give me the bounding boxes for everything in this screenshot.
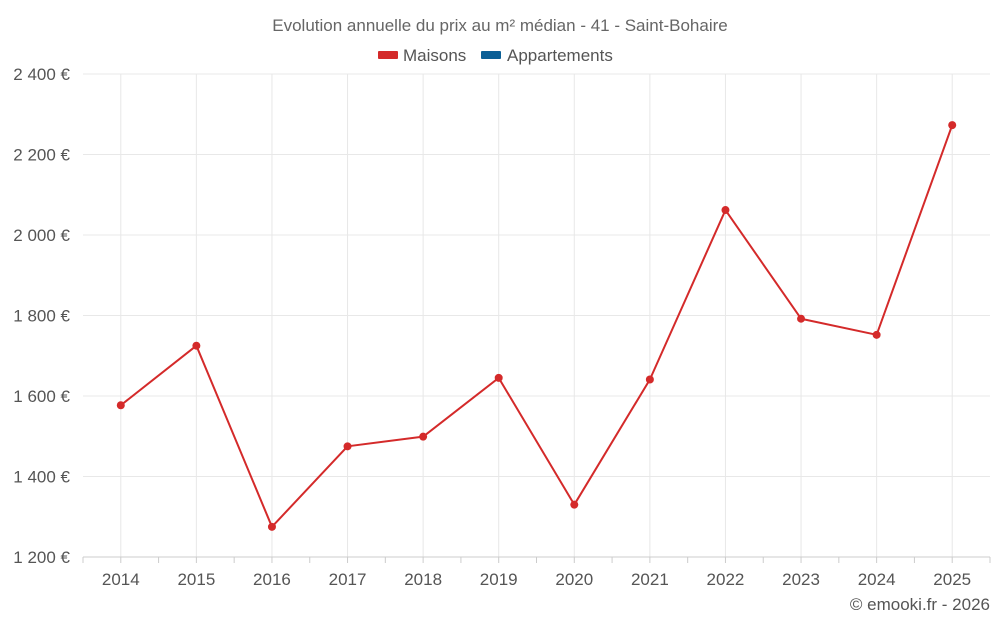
legend-item-appartements[interactable]: Appartements [481,46,613,65]
legend-swatch-maisons [378,51,398,59]
data-point[interactable] [721,206,730,215]
x-tick-label: 2022 [707,570,745,589]
data-point[interactable] [343,442,352,451]
x-tick-label: 2020 [555,570,593,589]
x-tick-label: 2021 [631,570,669,589]
legend-swatch-appartements [481,51,501,59]
y-tick-label: 2 400 € [13,65,70,84]
legend-item-maisons[interactable]: Maisons [378,46,466,65]
x-tick-label: 2025 [933,570,971,589]
data-point[interactable] [797,314,806,323]
y-tick-label: 2 200 € [13,146,70,165]
grid [83,73,990,557]
data-point[interactable] [267,522,276,531]
x-tick-label: 2023 [782,570,820,589]
chart-title: Evolution annuelle du prix au m² médian … [272,16,727,35]
x-tick-label: 2014 [102,570,140,589]
x-tick-label: 2016 [253,570,291,589]
x-tick-label: 2017 [329,570,367,589]
data-point[interactable] [872,330,881,339]
data-point[interactable] [570,500,579,509]
data-point[interactable] [645,375,654,384]
data-point[interactable] [948,121,957,130]
x-tick-label: 2015 [177,570,215,589]
x-tick-label: 2024 [858,570,896,589]
legend-label-maisons: Maisons [403,46,466,65]
axes [82,556,991,563]
legend[interactable]: Maisons Appartements [378,46,613,65]
y-tick-label: 1 400 € [13,468,70,487]
y-tick-label: 1 800 € [13,307,70,326]
x-axis-ticks: 2014 2015 2016 2017 2018 2019 2020 2021 2022 2023… [102,570,971,589]
data-point[interactable] [494,373,503,382]
y-tick-label: 1 600 € [13,387,70,406]
series-line-maisons [120,124,954,528]
series-maisons [116,121,957,531]
y-axis-ticks: 1 200 € 1 400 € 1 600 € 1 800 € 2 000 € 2 200… [13,65,70,567]
credit-text: © emooki.fr - 2026 [850,595,990,614]
y-tick-label: 1 200 € [13,548,70,567]
x-tick-label: 2019 [480,570,518,589]
data-point[interactable] [419,432,428,441]
x-tick-label: 2018 [404,570,442,589]
legend-label-appartements: Appartements [507,46,613,65]
y-tick-label: 2 000 € [13,226,70,245]
data-point[interactable] [116,401,125,410]
data-point[interactable] [192,341,201,350]
